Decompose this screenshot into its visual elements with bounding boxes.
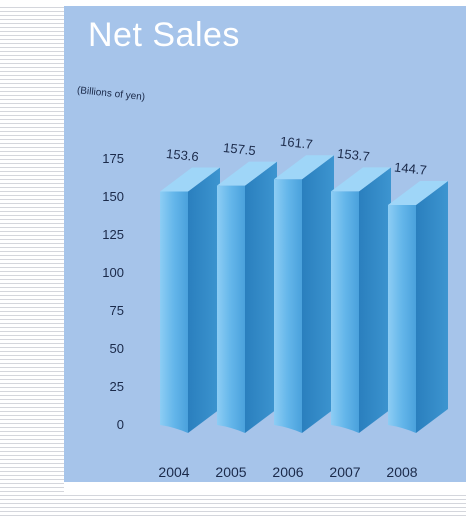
y-tick-label: 175 <box>102 151 124 166</box>
y-tick-label: 25 <box>110 379 124 394</box>
chart-title: Net Sales <box>88 16 240 54</box>
x-tick-label: 2004 <box>158 464 189 480</box>
data-label: 161.7 <box>280 134 314 152</box>
y-tick-label: 125 <box>102 227 124 242</box>
data-label: 153.7 <box>337 146 371 164</box>
bar-side-face <box>188 167 220 433</box>
x-tick-label: 2007 <box>329 464 360 480</box>
y-tick-label: 0 <box>117 417 124 432</box>
data-label: 153.6 <box>166 146 200 164</box>
bar-front-face <box>160 191 188 433</box>
bar-front-face <box>331 191 359 433</box>
bar-side-face <box>416 181 448 433</box>
bar-2005 <box>217 161 277 433</box>
bar-top-face <box>160 167 220 192</box>
bar-2006 <box>274 155 334 433</box>
bar-top-face <box>274 155 334 180</box>
bar-side-face <box>245 161 277 433</box>
bar-2008 <box>388 181 448 433</box>
bar-front-face <box>274 179 302 433</box>
x-tick-label: 2005 <box>215 464 246 480</box>
bar-side-face <box>359 167 391 433</box>
bar-top-face <box>331 167 391 192</box>
x-tick-label: 2008 <box>386 464 417 480</box>
bar-top-face <box>388 181 448 206</box>
bar-front-face <box>217 185 245 433</box>
y-tick-label: 50 <box>110 341 124 356</box>
bar-front-face <box>388 205 416 433</box>
data-label: 157.5 <box>223 140 257 158</box>
y-tick-label: 150 <box>102 189 124 204</box>
bar-2004 <box>160 167 220 433</box>
data-label: 144.7 <box>394 159 428 177</box>
y-tick-label: 75 <box>110 303 124 318</box>
panel-bottom-gap <box>64 482 466 492</box>
y-tick-label: 100 <box>102 265 124 280</box>
x-tick-label: 2006 <box>272 464 303 480</box>
bar-side-face <box>302 155 334 433</box>
bar-top-face <box>217 161 277 186</box>
bar-2007 <box>331 167 391 433</box>
top-white-strip <box>0 0 466 6</box>
